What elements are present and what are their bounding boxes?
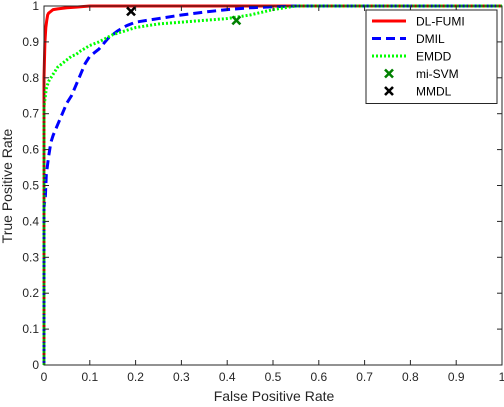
x-tick-label: 0 [41, 370, 48, 384]
legend-label-mi-svm: mi-SVM [416, 67, 459, 81]
x-tick-label: 0.5 [265, 370, 282, 384]
y-tick-label: 0.4 [22, 214, 39, 228]
series-line-dmil [42, 4, 502, 365]
y-tick-label: 0.9 [22, 35, 39, 49]
data-point-mi-svm [231, 15, 242, 26]
data-point-mmdl [126, 6, 136, 17]
x-tick-label: 0.3 [173, 370, 190, 384]
legend-label-dmil: DMIL [416, 32, 445, 46]
y-tick-label: 0.2 [22, 286, 39, 300]
marker-stroke [231, 15, 242, 26]
legend: DL-FUMI DMIL EMDD mi-SVM MMDL [365, 9, 498, 104]
y-tick-label: 0.6 [22, 143, 39, 157]
marker-stroke [126, 6, 136, 17]
y-tick-label: 0.7 [22, 107, 39, 121]
x-tick-label: 0.8 [402, 370, 419, 384]
legend-label-dl-fumi: DL-FUMI [416, 15, 465, 29]
x-tick-label: 0.1 [81, 370, 98, 384]
legend-entry-mi-svm: mi-SVM [384, 67, 459, 81]
y-tick-label: 0 [32, 358, 39, 372]
legend-swatch-mmdl [384, 86, 394, 96]
legend-entry-dmil: DMIL [372, 32, 445, 46]
legend-entry-mmdl: MMDL [384, 85, 452, 99]
marker-stroke [384, 68, 394, 79]
series-line-emdd [42, 4, 502, 365]
x-tick-label: 0.9 [448, 370, 465, 384]
legend-entry-emdd: EMDD [372, 50, 452, 64]
x-tick-label: 0.7 [356, 370, 373, 384]
y-tick-label: 0.8 [22, 71, 39, 85]
legend-label-emdd: EMDD [416, 50, 452, 64]
x-tick-label: 0.2 [127, 370, 144, 384]
legend-box [365, 9, 498, 104]
axes-layer: 0 0.1 0.2 0.3 0.4 0.5 0.6 0.7 0.8 0.9 1 0 0.1 0.2 0.3 0… [22, 0, 504, 384]
x-tick-label: 0.4 [219, 370, 236, 384]
y-tick-label: 0.1 [22, 322, 39, 336]
y-tick-label: 0.3 [22, 250, 39, 264]
y-tick-label: 1 [32, 0, 39, 13]
marker-stroke [384, 86, 394, 96]
legend-label-mmdl: MMDL [416, 85, 452, 99]
legend-entry-dl-fumi: DL-FUMI [372, 15, 465, 29]
x-axis-label: False Positive Rate [214, 388, 335, 402]
x-tick-label: 1 [499, 370, 504, 384]
x-tick-label: 0.6 [310, 370, 327, 384]
y-axis-label: True Positive Rate [0, 128, 15, 243]
legend-swatch-mi-svm [384, 68, 394, 79]
y-tick-label: 0.5 [22, 179, 39, 193]
